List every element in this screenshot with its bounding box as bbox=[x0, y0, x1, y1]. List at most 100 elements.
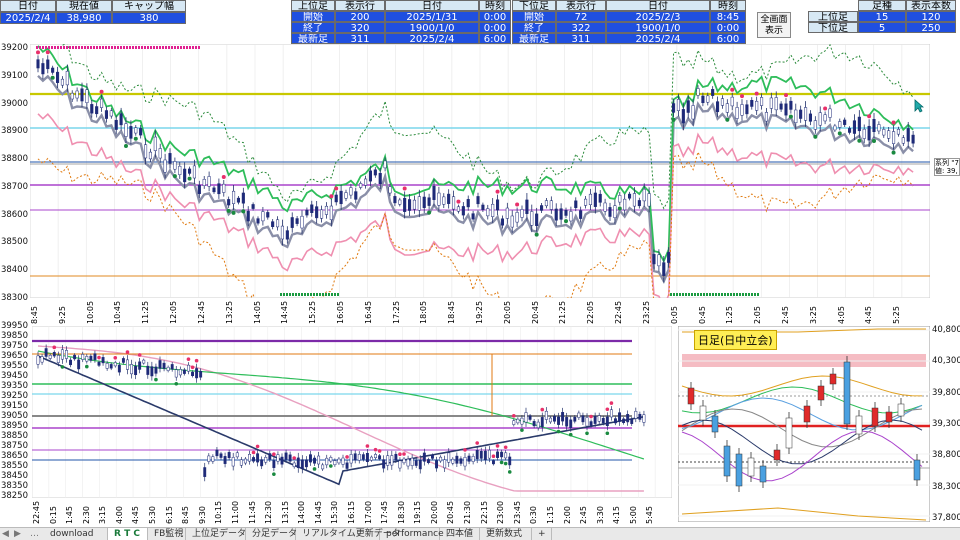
band-lower bbox=[37, 113, 914, 298]
candle-body bbox=[77, 359, 81, 370]
x-tick-label: 16:05 bbox=[335, 300, 345, 324]
candle-body bbox=[427, 197, 431, 206]
signal-dot bbox=[788, 114, 793, 119]
lower-row0-rows[interactable]: 72 bbox=[556, 11, 606, 22]
candle-body bbox=[505, 207, 509, 219]
signal-dot bbox=[512, 413, 516, 418]
price-value[interactable]: 38,980 bbox=[56, 12, 112, 24]
candle-body bbox=[139, 128, 143, 136]
sheet-tab[interactable]: performance bbox=[380, 528, 444, 540]
candle-body bbox=[183, 168, 187, 183]
x-tick-label: 9:25 bbox=[57, 306, 67, 324]
top-marker bbox=[126, 46, 128, 49]
x-tick-label: 20:05 bbox=[502, 300, 512, 324]
lower-line bbox=[681, 507, 927, 521]
upper-row0-date[interactable]: 2025/1/31 bbox=[385, 11, 479, 22]
x-tick-label: 12:05 bbox=[169, 300, 179, 324]
lower-row0-date[interactable]: 2025/2/3 bbox=[606, 11, 710, 22]
candle-body bbox=[515, 212, 519, 223]
candle-body bbox=[56, 71, 60, 83]
upper-row2-rows[interactable]: 311 bbox=[335, 33, 385, 44]
date-value[interactable]: 2025/2/4 bbox=[0, 12, 56, 24]
bottom-marker bbox=[715, 293, 717, 296]
chart2-plot[interactable] bbox=[32, 326, 672, 498]
candle-body bbox=[182, 369, 186, 374]
chart1-plot[interactable] bbox=[30, 44, 930, 298]
tab-ellipsis[interactable]: … bbox=[30, 529, 39, 539]
candle-body bbox=[56, 355, 60, 363]
chart1-y-axis: 39200 39100 39000 38900 38800 38700 38600 38500… bbox=[0, 40, 30, 303]
candle-body bbox=[799, 109, 803, 119]
top-marker bbox=[186, 46, 188, 49]
candle-body bbox=[439, 456, 443, 462]
candle-body bbox=[676, 99, 680, 111]
candle-body bbox=[211, 456, 215, 462]
upper-row1-date[interactable]: 1900/1/0 bbox=[385, 22, 479, 33]
right-row0-count[interactable]: 120 bbox=[906, 11, 956, 22]
candle-body bbox=[755, 100, 759, 111]
right-row1-kind[interactable]: 5 bbox=[858, 22, 906, 33]
upper-row0-time[interactable]: 0:00 bbox=[479, 11, 511, 22]
candle-body bbox=[207, 455, 211, 462]
signal-dot bbox=[45, 50, 50, 55]
signal-dot bbox=[564, 219, 568, 224]
x-tick-label: 8:45 bbox=[181, 506, 191, 524]
lower-row2-time[interactable]: 6:00 bbox=[710, 33, 746, 44]
sheet-tab[interactable]: 更新数式 bbox=[480, 528, 532, 540]
candle-body bbox=[40, 356, 44, 363]
candle-body bbox=[435, 460, 438, 469]
right-row1-count[interactable]: 250 bbox=[906, 22, 956, 33]
sheet-tab[interactable]: R T C bbox=[108, 528, 148, 540]
candle-body bbox=[382, 459, 386, 469]
lower-row2-date[interactable]: 2025/2/4 bbox=[606, 33, 710, 44]
upper-row2-time[interactable]: 6:00 bbox=[479, 33, 511, 44]
gap-value[interactable]: 380 bbox=[112, 12, 186, 24]
fullscreen-button[interactable]: 全画面 表示 bbox=[757, 12, 791, 38]
lower-row1-date[interactable]: 1900/1/0 bbox=[606, 22, 710, 33]
sheet-tab[interactable]: download bbox=[44, 528, 108, 540]
signal-dot bbox=[617, 206, 622, 211]
candle-body bbox=[393, 196, 397, 204]
candle-body bbox=[579, 210, 583, 219]
lower-row1-time[interactable]: 0:00 bbox=[710, 22, 746, 33]
candle-body bbox=[300, 215, 304, 229]
signal-dot bbox=[50, 75, 55, 80]
daily-chart-plot[interactable] bbox=[678, 326, 930, 522]
step-line bbox=[32, 353, 493, 416]
candle-body bbox=[134, 365, 138, 376]
x-tick-label: 10:15 bbox=[214, 500, 224, 524]
right-row0-kind[interactable]: 15 bbox=[858, 11, 906, 22]
candle-body bbox=[823, 114, 827, 122]
signal-dot bbox=[241, 209, 246, 214]
add-sheet-button[interactable]: + bbox=[532, 528, 552, 540]
candle-body bbox=[75, 90, 79, 99]
tab-nav-right-icon[interactable]: ▶ bbox=[14, 529, 21, 539]
lower-row0-time[interactable]: 8:45 bbox=[710, 11, 746, 22]
candle-body bbox=[403, 197, 407, 212]
candle-body bbox=[192, 165, 196, 179]
candle-body bbox=[398, 199, 402, 205]
x-tick-label: 20:45 bbox=[530, 300, 540, 324]
sheet-tab[interactable]: FB監視 bbox=[148, 528, 186, 540]
signal-dot bbox=[609, 401, 614, 405]
signal-dot bbox=[154, 377, 158, 382]
sheet-tab[interactable]: リアルタイム更新データ bbox=[296, 528, 401, 540]
tab-nav-left-icon[interactable]: ◀ bbox=[2, 529, 9, 539]
upper-row0-rows[interactable]: 200 bbox=[335, 11, 385, 22]
bottom-marker bbox=[748, 293, 750, 296]
candle-body bbox=[808, 113, 812, 122]
price-header: 現在値 bbox=[56, 0, 112, 12]
signal-dot bbox=[857, 138, 862, 143]
indicator-line bbox=[681, 408, 923, 448]
upper-row2-date[interactable]: 2025/2/4 bbox=[385, 33, 479, 44]
lower-row1-rows[interactable]: 322 bbox=[556, 22, 606, 33]
sheet-tab[interactable]: 四本値 bbox=[440, 528, 480, 540]
upper-row1-rows[interactable]: 320 bbox=[335, 22, 385, 33]
candle-body bbox=[442, 196, 446, 205]
sheet-tab[interactable]: 上位足データ bbox=[186, 528, 246, 540]
x-tick-label: 5:25 bbox=[892, 306, 902, 324]
upper-row1-time[interactable]: 0:00 bbox=[479, 22, 511, 33]
lower-row2-rows[interactable]: 311 bbox=[556, 33, 606, 44]
top-marker bbox=[189, 46, 191, 49]
sheet-tab[interactable]: 分足データ bbox=[246, 528, 297, 540]
